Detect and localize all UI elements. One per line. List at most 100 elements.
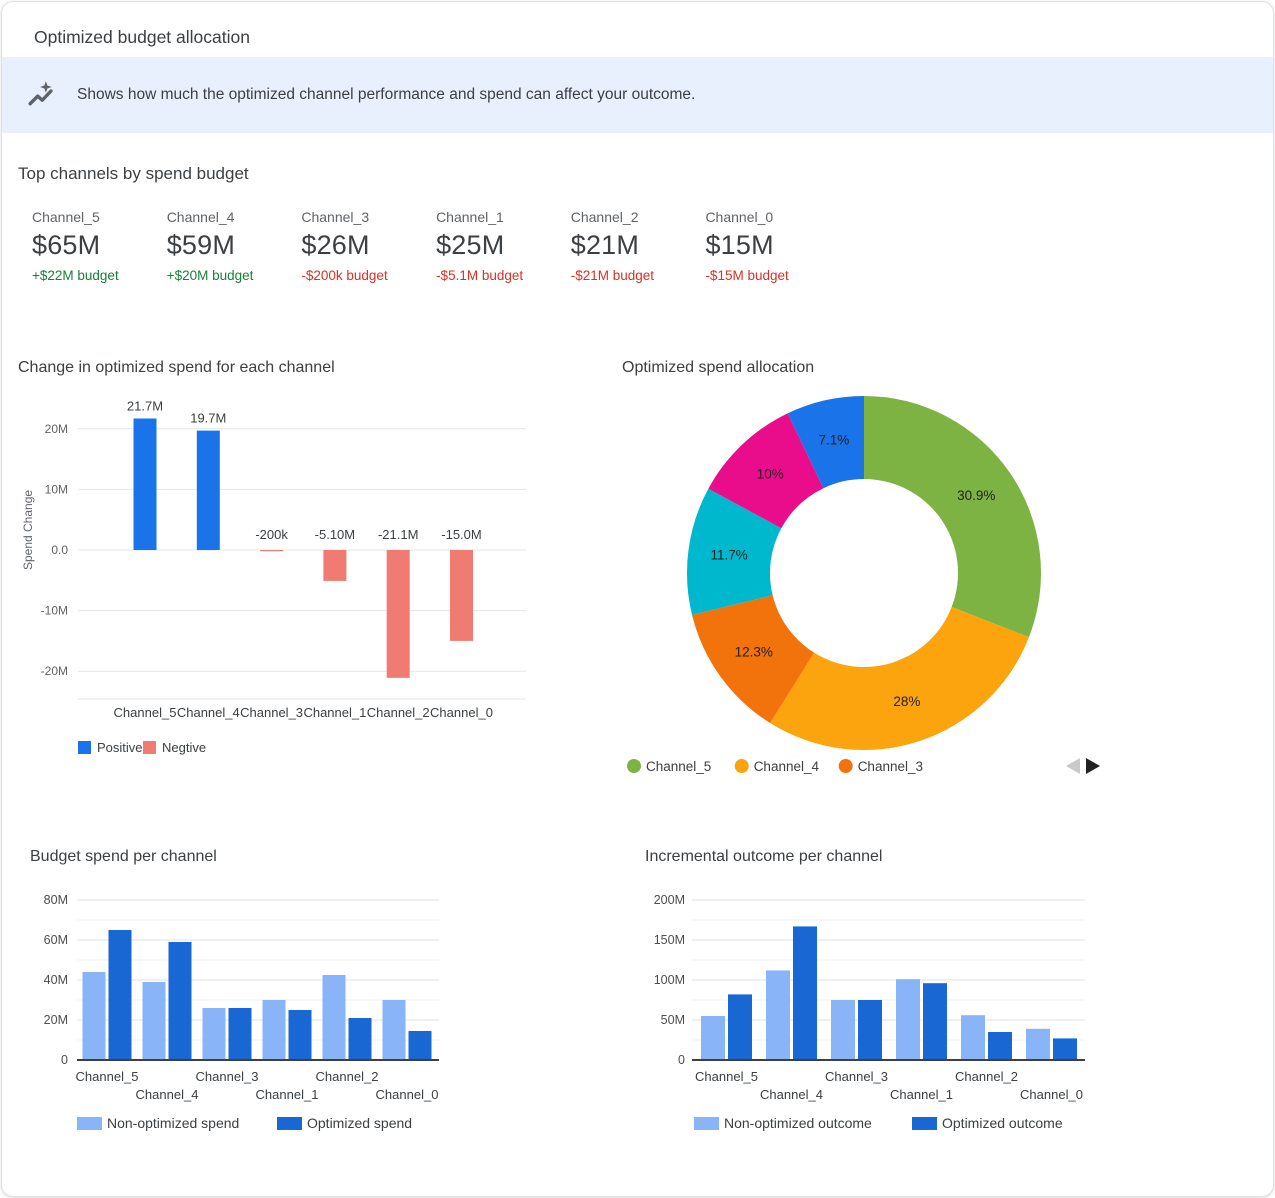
bar-Channel_5[interactable] xyxy=(133,418,157,550)
x-category-label: Channel_0 xyxy=(430,705,493,720)
incremental-outcome-chart-title: Incremental outcome per channel xyxy=(645,848,883,865)
channel-budget-delta: -$21M budget xyxy=(570,268,655,283)
legend-swatch-positive xyxy=(78,741,91,754)
x-category-label: Channel_4 xyxy=(136,1087,199,1102)
donut-slice-4[interactable] xyxy=(708,413,824,529)
bar-series1-Channel_2[interactable] xyxy=(961,1015,985,1060)
spend-allocation-donut-chart: 30.9% 28% 12.3% 11.7% 10% 7.1% Channel_5 Channe… xyxy=(627,396,1100,774)
channel-name: Channel_0 xyxy=(705,209,774,225)
x-category-label: Channel_2 xyxy=(955,1069,1018,1084)
y-axis-title: Spend Change xyxy=(21,490,35,570)
bar-series2-Channel_5[interactable] xyxy=(728,994,752,1060)
legend-label: Negtive xyxy=(162,740,206,755)
incremental-outcome-chart: 050M100M150M200MChannel_5Channel_4Channe… xyxy=(654,893,1085,1131)
bar-series1-Channel_0[interactable] xyxy=(1026,1028,1050,1060)
y-tick-label: 200M xyxy=(654,893,685,907)
y-tick-label: 80M xyxy=(44,893,68,907)
channel-spend-value: $15M xyxy=(705,230,774,260)
bar-series1-Channel_3[interactable] xyxy=(202,1008,226,1060)
channel-budget-delta: -$200k budget xyxy=(301,268,388,283)
bar-series1-Channel_4[interactable] xyxy=(766,970,790,1060)
bar-series1-Channel_4[interactable] xyxy=(142,982,166,1060)
x-category-label: Channel_5 xyxy=(695,1069,758,1084)
legend-prev-arrow[interactable] xyxy=(1066,758,1080,774)
y-tick-label: -10M xyxy=(41,604,68,618)
budget-spend-chart-title: Budget spend per channel xyxy=(30,848,217,865)
bar-series2-Channel_0[interactable] xyxy=(1053,1038,1077,1060)
legend-label: Optimized spend xyxy=(307,1115,412,1131)
y-tick-label: 0 xyxy=(61,1053,68,1067)
donut-slice-1[interactable] xyxy=(770,607,1029,750)
x-category-label: Channel_0 xyxy=(1020,1087,1083,1102)
bar-value-label: -15.0M xyxy=(441,527,481,542)
channel-spend-value: $25M xyxy=(436,230,505,260)
bar-series2-Channel_5[interactable] xyxy=(108,930,132,1060)
donut-slice-2[interactable] xyxy=(692,595,815,724)
bar-series2-Channel_0[interactable] xyxy=(408,1031,432,1060)
bar-series2-Channel_2[interactable] xyxy=(988,1032,1012,1060)
channel-card: Channel_3 $26M -$200k budget xyxy=(301,209,436,283)
bar-series2-Channel_4[interactable] xyxy=(793,926,817,1060)
bar-Channel_4[interactable] xyxy=(196,430,220,550)
bar-Channel_3[interactable] xyxy=(260,550,284,552)
bar-series2-Channel_1[interactable] xyxy=(923,983,947,1060)
bar-series1-Channel_5[interactable] xyxy=(701,1016,725,1060)
channel-budget-delta: -$5.1M budget xyxy=(436,268,524,283)
y-tick-label: 150M xyxy=(654,933,685,947)
channel-budget-delta: +$22M budget xyxy=(32,268,119,283)
legend-label: Positive xyxy=(97,740,143,755)
bar-series2-Channel_2[interactable] xyxy=(348,1018,372,1060)
channel-spend-value: $65M xyxy=(32,230,101,260)
bar-series1-Channel_3[interactable] xyxy=(831,1000,855,1060)
donut-slice-3[interactable] xyxy=(687,488,782,615)
channel-name: Channel_2 xyxy=(570,209,639,225)
bar-value-label: -200k xyxy=(255,527,288,542)
channel-budget-delta: +$20M budget xyxy=(166,268,254,283)
bar-Channel_2[interactable] xyxy=(386,550,410,678)
donut-legend-label: Channel_4 xyxy=(754,759,820,774)
channel-name: Channel_4 xyxy=(166,209,235,225)
legend-label: Optimized outcome xyxy=(942,1115,1063,1131)
bar-series1-Channel_0[interactable] xyxy=(382,1000,406,1060)
bar-value-label: 21.7M xyxy=(127,398,163,413)
spend-change-chart: 20M 10M 0.0 -10M -20M Spend Change 21.7M Channe… xyxy=(21,398,526,755)
donut-slice-5[interactable] xyxy=(787,396,864,489)
donut-legend-label: Channel_5 xyxy=(646,759,711,774)
x-category-label: Channel_2 xyxy=(367,705,430,720)
insights-sparkle-icon xyxy=(26,80,56,110)
donut-legend-dot xyxy=(838,759,853,773)
spend-change-chart-title: Change in optimized spend for each chann… xyxy=(18,359,335,376)
legend-swatch-negtive xyxy=(143,741,156,754)
bar-series2-Channel_3[interactable] xyxy=(228,1008,252,1060)
bar-Channel_1[interactable] xyxy=(323,550,347,581)
bar-series2-Channel_3[interactable] xyxy=(858,1000,882,1060)
donut-slice-label: 11.7% xyxy=(710,548,747,563)
page-title: Optimized budget allocation xyxy=(34,27,250,47)
bar-Channel_0[interactable] xyxy=(450,550,473,641)
channel-name: Channel_1 xyxy=(436,209,504,225)
x-category-label: Channel_5 xyxy=(76,1069,139,1084)
x-category-label: Channel_3 xyxy=(825,1069,888,1084)
x-category-label: Channel_4 xyxy=(760,1087,823,1102)
bar-series1-Channel_1[interactable] xyxy=(262,1000,286,1060)
spend-allocation-chart-title: Optimized spend allocation xyxy=(622,359,815,376)
bar-series2-Channel_4[interactable] xyxy=(168,942,192,1060)
y-tick-label: 10M xyxy=(45,482,68,496)
legend-label: Non-optimized spend xyxy=(107,1115,239,1131)
legend-swatch xyxy=(277,1117,302,1130)
bar-series2-Channel_1[interactable] xyxy=(288,1010,312,1060)
bar-series1-Channel_1[interactable] xyxy=(896,979,920,1060)
donut-slice-0[interactable] xyxy=(864,396,1041,638)
donut-slice-label: 10% xyxy=(757,466,784,481)
y-tick-label: 0 xyxy=(678,1053,685,1067)
channel-spend-value: $21M xyxy=(570,230,640,260)
legend-next-arrow[interactable] xyxy=(1086,758,1100,774)
y-tick-label: 20M xyxy=(45,422,68,436)
y-tick-label: 100M xyxy=(654,973,685,987)
bar-series1-Channel_2[interactable] xyxy=(322,975,346,1060)
y-tick-label: 0.0 xyxy=(51,543,68,557)
bar-series1-Channel_5[interactable] xyxy=(82,972,106,1060)
x-category-label: Channel_3 xyxy=(196,1069,259,1084)
channel-card: Channel_1 $25M -$5.1M budget xyxy=(436,209,571,283)
